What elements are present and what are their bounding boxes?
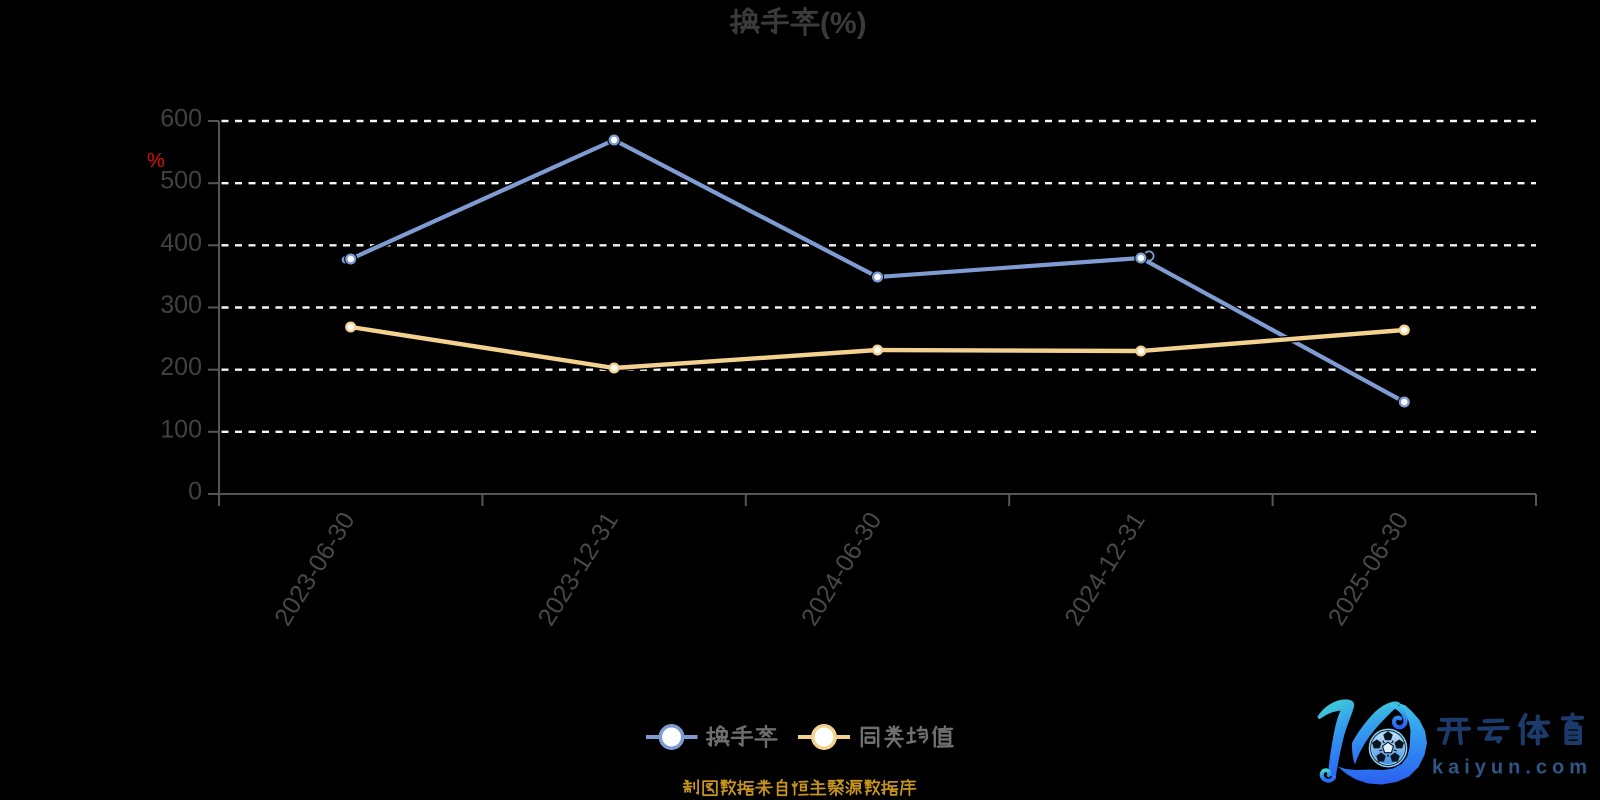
svg-text:0: 0 <box>188 478 202 506</box>
svg-text:500: 500 <box>160 167 202 195</box>
svg-text:2024-12-31: 2024-12-31 <box>1059 507 1151 630</box>
svg-text:%: % <box>147 150 165 172</box>
svg-text:(%): (%) <box>820 7 867 40</box>
svg-text:2025-06-30: 2025-06-30 <box>1323 507 1415 630</box>
svg-text:2024-06-30: 2024-06-30 <box>796 507 888 630</box>
svg-text:2023-06-30: 2023-06-30 <box>269 507 361 630</box>
svg-text:200: 200 <box>160 353 202 381</box>
svg-text:300: 300 <box>160 291 202 319</box>
svg-text:2023-12-31: 2023-12-31 <box>532 507 624 630</box>
svg-text:kaiyun.com: kaiyun.com <box>1432 757 1592 779</box>
svg-text:600: 600 <box>160 105 202 133</box>
svg-text:400: 400 <box>160 229 202 257</box>
svg-text:100: 100 <box>160 415 202 443</box>
